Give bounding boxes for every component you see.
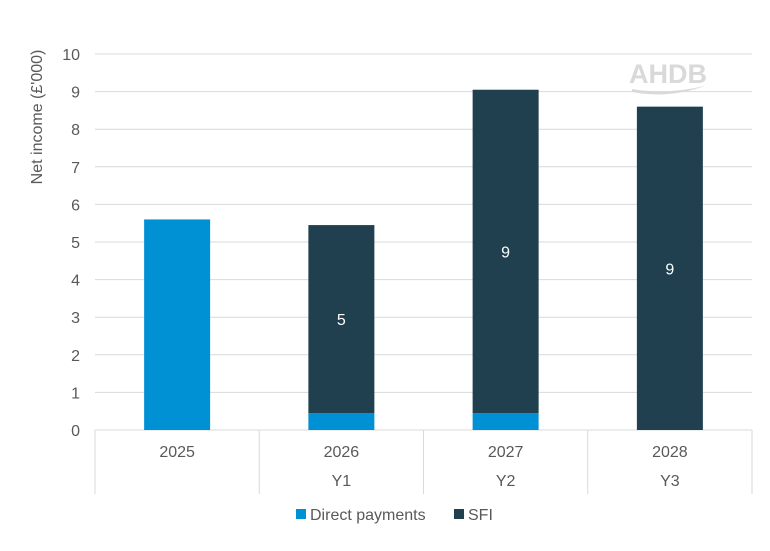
y-tick-label: 1	[71, 385, 80, 402]
x-subtick-label: Y2	[496, 473, 516, 490]
y-tick-label: 7	[71, 160, 80, 177]
bar-sfi-2026	[308, 225, 375, 414]
data-label: 5	[337, 312, 346, 329]
ahdb-logo-text: AHDB	[629, 59, 707, 89]
ahdb-logo-swoosh	[632, 86, 705, 95]
legend-swatch	[296, 509, 306, 519]
bar-direct-payments-2026	[308, 413, 375, 430]
y-tick-label: 8	[71, 122, 80, 139]
y-tick-label: 4	[71, 273, 80, 290]
data-label: 9	[665, 261, 674, 278]
bars	[144, 89, 703, 430]
x-tick-label: 2025	[159, 444, 195, 461]
category-axis-frame	[94, 429, 753, 494]
y-tick-label: 2	[71, 348, 80, 365]
x-tick-label: 2027	[488, 444, 524, 461]
x-subtick-label: Y1	[332, 473, 352, 490]
legend-swatch	[454, 509, 464, 519]
y-tick-label: 0	[71, 423, 80, 440]
x-axis-ticks: 2025 2026 Y1 2027 Y2 2028 Y3	[159, 444, 687, 490]
x-subtick-label: Y3	[660, 473, 680, 490]
legend: Direct payments SFI	[296, 507, 493, 524]
data-labels: 5 9 9	[337, 244, 675, 329]
bar-direct-payments-2027	[472, 413, 539, 430]
data-label: 9	[501, 244, 510, 261]
x-tick-label: 2028	[652, 444, 688, 461]
y-axis-ticks: 0 1 2 3 4 5 6 7 8 9 10	[62, 47, 80, 440]
legend-label: Direct payments	[310, 507, 426, 524]
y-tick-label: 10	[62, 47, 80, 64]
bar-sfi-2028	[636, 106, 703, 430]
bar-direct-payments-2025	[144, 219, 211, 430]
ahdb-logo: AHDB	[629, 59, 707, 95]
x-tick-label: 2026	[324, 444, 360, 461]
y-tick-label: 3	[71, 310, 80, 327]
legend-label: SFI	[468, 507, 493, 524]
y-tick-label: 5	[71, 235, 80, 252]
y-axis-title: Net income (£'000)	[29, 50, 46, 185]
bar-sfi-2027	[472, 89, 539, 414]
y-tick-label: 9	[71, 85, 80, 102]
y-tick-label: 6	[71, 197, 80, 214]
